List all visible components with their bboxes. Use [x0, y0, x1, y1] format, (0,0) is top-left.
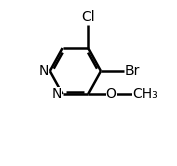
Text: N: N — [39, 64, 49, 78]
Text: Br: Br — [125, 64, 140, 78]
Text: N: N — [52, 87, 62, 101]
Text: Cl: Cl — [81, 10, 95, 24]
Text: CH₃: CH₃ — [132, 87, 158, 101]
Text: O: O — [106, 87, 117, 101]
